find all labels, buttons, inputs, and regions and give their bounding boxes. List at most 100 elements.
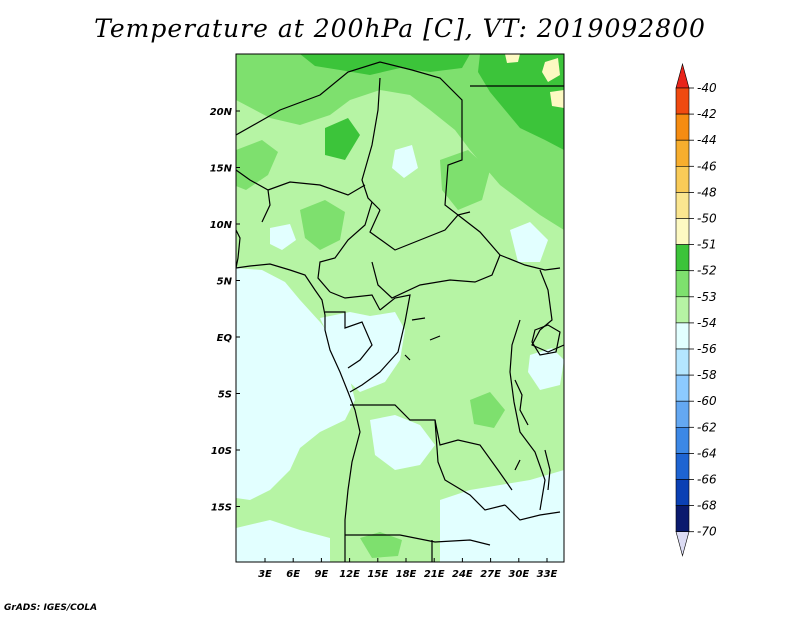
lon-tick-label: 12E [339,569,360,580]
colorbar-swatch [675,218,690,245]
lon-tick-label: 15E [367,569,388,580]
colorbar-swatch [675,139,690,167]
field-minus-56-patch-d [528,348,564,390]
map-title: Temperature at 200hPa [C], VT: 201909280… [94,14,706,43]
colorbar-label: -64 [697,446,717,460]
credit-text: GrADS: IGES/COLA [4,603,98,613]
lon-tick-label: 24E [452,569,473,580]
country-borders [236,61,564,562]
border-nigeria-cameroon [317,201,373,293]
lon-tick-label: 30E [508,569,529,580]
coast-guinea [236,229,241,269]
field-minus-53-south-a [360,532,402,558]
field-minus-56-patch-c [392,145,418,178]
field-minus-51-speck-a [505,54,520,63]
field-minus-56-southwest [236,268,355,500]
colorbar-label: -53 [697,290,717,304]
temperature-shading [236,54,564,562]
colorbar-label: -66 [697,473,717,487]
colorbar-swatch [675,166,690,193]
colorbar-swatch [675,505,690,533]
colorbar-swatch [675,426,690,454]
colorbar-label: -51 [697,238,717,252]
field-minus-53-central-patch [300,200,345,250]
field-minus-53-north [236,54,564,230]
colorbar-label: -62 [697,420,717,434]
field-minus-56-south-band [236,520,330,562]
longitude-ticks: 3E 6E 9E 12E 15E 18E 21E 24E 27E 30E 33E [258,558,558,580]
colorbar: -40 -42 -44 -46 -48 -50 -51 -52 -53 -54 -56 -58 -60 -… [675,62,717,557]
lon-tick-label: 6E [286,569,300,580]
colorbar-label: -52 [697,264,717,278]
latitude-ticks: 20N 15N 10N 5N EQ 5S 10S 15S [210,107,240,514]
border-car-south [371,254,501,299]
lat-tick-label: 20N [210,107,233,118]
border-cameroon-gabon [329,291,381,311]
lat-tick-label: 5N [217,277,233,288]
lat-tick-label: 5S [218,390,232,401]
colorbar-top-arrow [675,62,690,89]
colorbar-label: -44 [697,133,717,147]
border-eastern-lakes [531,269,564,353]
colorbar-label: -40 [697,81,717,95]
colorbar-swatch [675,113,690,141]
field-minus-56-central [320,312,405,392]
border-libya-egypt-sudan [444,108,471,216]
border-zambia-south [504,504,561,521]
border-chad-car [369,209,459,251]
lon-tick-label: 21E [424,569,445,580]
colorbar-swatch [675,453,690,480]
colorbar-label: -70 [697,525,717,539]
colorbar-label: -42 [697,107,717,121]
map-frame [235,53,565,563]
field-minus-51-speck-c [550,90,564,108]
lat-tick-label: 10S [211,446,232,457]
colorbar-label: -48 [697,185,717,199]
border-angola-namibia [345,534,491,546]
border-angola-drc [350,404,513,491]
colorbar-bottom-arrow [675,531,690,557]
lat-tick-label: 15N [210,164,233,175]
field-minus-53-south-b [470,392,505,428]
lake-malawi [544,449,551,491]
lake-victoria [531,324,561,356]
lat-tick-label: EQ [217,333,233,344]
lon-tick-label: 9E [315,569,329,580]
colorbar-label: -54 [697,316,717,330]
colorbar-label: -58 [697,368,717,382]
colorbar-swatch [675,192,690,219]
lon-tick-label: 27E [480,569,501,580]
colorbar-swatch [675,244,690,272]
field-minus-52-patch [325,118,360,160]
colorbar-swatch [675,87,690,115]
border-angola-zambia [434,419,506,511]
colorbar-swatch [675,348,690,376]
border-north-algeria-libya [236,61,463,136]
field-minus-56-patch-b [510,222,548,262]
colorbar-swatch [675,479,690,506]
lat-tick-label: 15S [211,503,232,514]
lon-tick-label: 33E [537,569,558,580]
colorbar-swatch [675,322,690,350]
field-minus-51-speck-b [542,58,560,82]
colorbar-swatch [675,374,690,402]
colorbar-label: -68 [697,499,717,513]
border-sudan-southsudan [457,214,561,271]
lake-tanganyika [514,379,529,426]
colorbar-swatch [675,270,690,298]
colorbar-label: -46 [697,159,717,173]
field-minus-52-n [300,54,470,75]
border-mali-niger [236,169,271,223]
border-drc-east [509,319,546,511]
field-minus-56-southeast [440,470,564,562]
border-congo-drc [349,294,411,393]
colorbar-label: -60 [697,394,717,408]
colorbar-swatch [675,400,690,428]
border-gabon-congo [325,311,373,369]
lat-tick-label: 10N [210,220,233,231]
field-minus-52-ne [478,54,564,150]
colorbar-label: -50 [697,212,717,226]
field-minus-56-patch-a [370,415,435,470]
river-segments [404,317,521,471]
